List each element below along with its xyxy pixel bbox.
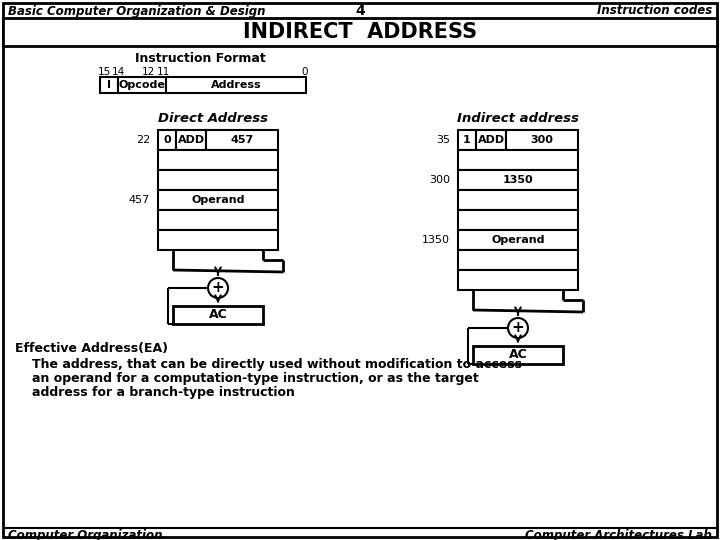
Bar	[473, 346, 563, 364]
Bar	[458, 150, 578, 170]
Bar	[458, 170, 578, 190]
Text: 300: 300	[429, 175, 450, 185]
Text: ADD: ADD	[177, 135, 204, 145]
Text: AC: AC	[508, 348, 527, 361]
Bar	[158, 170, 278, 190]
Text: Effective Address(EA): Effective Address(EA)	[15, 342, 168, 355]
Text: 22: 22	[136, 135, 150, 145]
Bar	[100, 77, 118, 93]
Bar	[158, 150, 278, 170]
Bar	[458, 230, 578, 250]
Text: address for a branch-type instruction: address for a branch-type instruction	[32, 386, 295, 399]
Text: +: +	[512, 321, 524, 335]
Text: 35: 35	[436, 135, 450, 145]
Text: 457: 457	[129, 195, 150, 205]
Bar	[166, 77, 306, 93]
Text: ADD: ADD	[477, 135, 505, 145]
Bar	[458, 250, 578, 270]
Text: Opcode: Opcode	[119, 80, 166, 90]
Text: 457: 457	[230, 135, 253, 145]
Text: INDIRECT  ADDRESS: INDIRECT ADDRESS	[243, 22, 477, 42]
Bar	[458, 190, 578, 210]
Text: Direct Address: Direct Address	[158, 111, 268, 125]
Text: AC: AC	[209, 308, 228, 321]
Bar	[458, 270, 578, 290]
Bar	[458, 210, 578, 230]
Text: 300: 300	[531, 135, 554, 145]
Text: I: I	[107, 80, 111, 90]
Text: Computer Organization: Computer Organization	[8, 530, 163, 540]
Bar	[158, 210, 278, 230]
Text: Indirect address: Indirect address	[457, 111, 579, 125]
Text: 12: 12	[141, 67, 155, 77]
Text: 1350: 1350	[422, 235, 450, 245]
Text: 1350: 1350	[503, 175, 534, 185]
Bar	[206, 130, 278, 150]
Bar	[476, 130, 506, 150]
Text: Instruction codes: Instruction codes	[597, 4, 712, 17]
Text: 0: 0	[163, 135, 171, 145]
Text: 1: 1	[463, 135, 471, 145]
Bar	[506, 130, 578, 150]
Text: 0: 0	[302, 67, 308, 77]
Text: 4: 4	[355, 4, 365, 18]
Text: an operand for a computation-type instruction, or as the target: an operand for a computation-type instru…	[32, 372, 479, 385]
Text: +: +	[212, 280, 225, 295]
Text: Instruction Format: Instruction Format	[135, 51, 266, 64]
Text: Basic Computer Organization & Design: Basic Computer Organization & Design	[8, 4, 266, 17]
Text: Operand: Operand	[192, 195, 245, 205]
Bar	[173, 306, 263, 324]
Text: Address: Address	[211, 80, 261, 90]
Text: 15: 15	[97, 67, 111, 77]
Text: The address, that can be directly used without modification to access: The address, that can be directly used w…	[32, 358, 522, 371]
Bar	[158, 190, 278, 210]
Text: Operand: Operand	[491, 235, 545, 245]
Text: 11: 11	[156, 67, 170, 77]
Bar	[176, 130, 206, 150]
Bar	[458, 130, 476, 150]
Bar	[158, 130, 176, 150]
Bar	[158, 230, 278, 250]
Bar	[3, 18, 717, 46]
Text: Computer Architectures Lab: Computer Architectures Lab	[526, 530, 712, 540]
Text: 14: 14	[112, 67, 125, 77]
Bar	[118, 77, 166, 93]
